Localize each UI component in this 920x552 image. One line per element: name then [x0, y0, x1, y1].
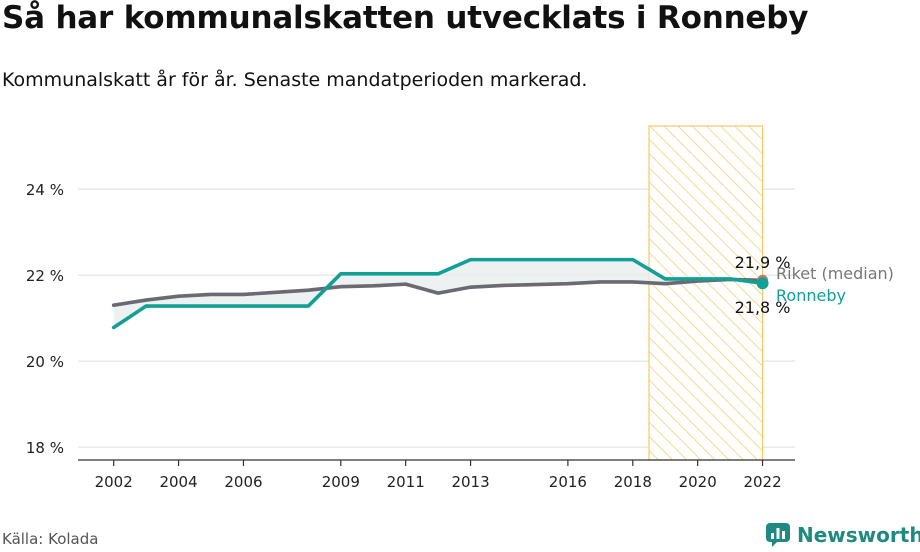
y-tick-label: 22 % — [26, 267, 64, 285]
x-tick-label: 2006 — [224, 473, 262, 491]
ronneby-end-point — [756, 277, 769, 290]
value-label-riket: 21,9 % — [735, 253, 791, 272]
x-tick-label: 2009 — [322, 473, 360, 491]
chart-title: Så har kommunalskatten utvecklats i Ronn… — [2, 0, 809, 36]
x-tick-label: 2022 — [743, 473, 781, 491]
value-label-ronneby: 21,8 % — [735, 298, 791, 317]
series-gap-area — [113, 259, 763, 328]
series-label-riket: Riket (median) — [776, 264, 894, 283]
series-label-ronneby: Ronneby — [776, 286, 846, 305]
series-line-ronneby — [111, 257, 765, 330]
x-tick-label: 2016 — [549, 473, 587, 491]
mandate-period-highlight — [648, 125, 764, 461]
series-line-riket — [111, 277, 765, 308]
x-tick-label: 2013 — [451, 473, 489, 491]
brand-name: Newsworthy — [797, 523, 920, 547]
brand-logo[interactable]: Newsworthy — [765, 520, 920, 550]
x-tick-label: 2020 — [679, 473, 717, 491]
chart-subtitle: Kommunalskatt år för år. Senaste mandatp… — [2, 69, 588, 91]
newsworthy-logo-icon — [766, 523, 790, 547]
x-tick-label: 2011 — [387, 473, 425, 491]
y-tick-label: 18 % — [26, 439, 64, 457]
source-note: Källa: Kolada — [2, 530, 99, 548]
y-tick-label: 24 % — [26, 181, 64, 199]
y-tick-label: 20 % — [26, 353, 64, 371]
x-tick-label: 2018 — [614, 473, 652, 491]
x-tick-label: 2002 — [95, 473, 133, 491]
x-tick-label: 2004 — [159, 473, 197, 491]
